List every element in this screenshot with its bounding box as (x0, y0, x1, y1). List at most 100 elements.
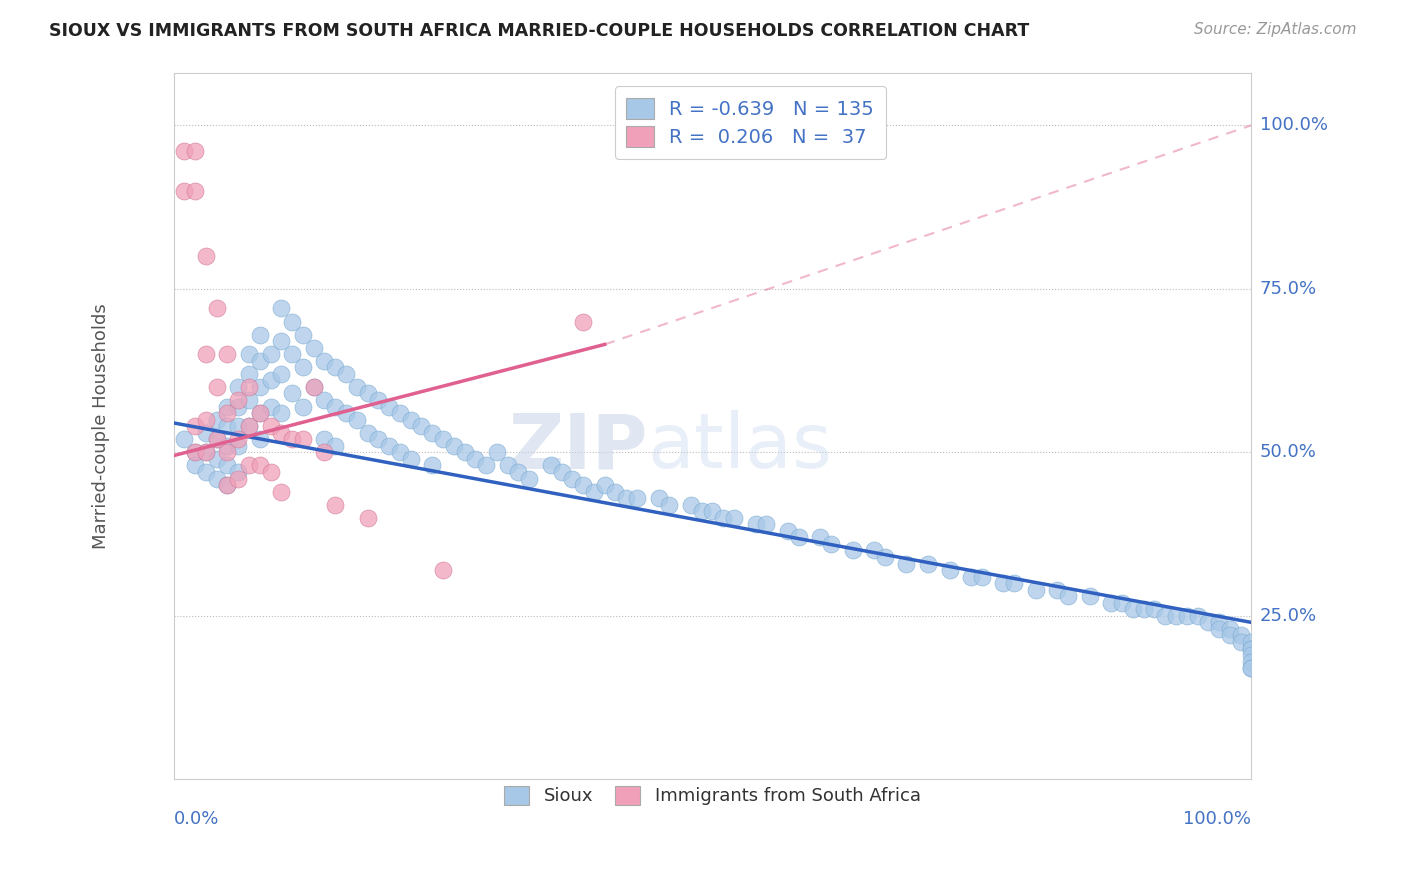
Point (194, 347, 217, 361)
Text: Married-couple Households: Married-couple Households (93, 303, 110, 549)
Point (378, 439, 401, 453)
Point (1002, 576, 1025, 591)
Point (238, 392, 260, 407)
Point (1208, 622, 1230, 636)
Point (1122, 602, 1144, 616)
Point (346, 412, 368, 426)
Point (808, 530, 831, 544)
Point (291, 432, 314, 446)
Point (1240, 655, 1263, 669)
Point (1240, 661, 1263, 675)
Point (1219, 628, 1241, 642)
Point (1164, 608, 1187, 623)
Point (238, 458, 260, 473)
Point (217, 445, 239, 459)
Text: 25.0%: 25.0% (1260, 607, 1317, 625)
Point (378, 400, 401, 414)
Point (820, 537, 842, 551)
Point (249, 406, 271, 420)
Point (259, 373, 281, 387)
Point (217, 458, 239, 473)
Point (217, 347, 239, 361)
Point (314, 445, 336, 459)
Point (550, 465, 572, 479)
Point (1046, 582, 1069, 597)
Point (226, 465, 249, 479)
Point (464, 451, 486, 466)
Point (1078, 589, 1101, 603)
Point (238, 419, 260, 434)
Point (238, 380, 260, 394)
Point (679, 498, 702, 512)
Point (238, 367, 260, 381)
Point (173, 145, 195, 159)
Text: 100.0%: 100.0% (1260, 116, 1327, 135)
Point (1154, 608, 1177, 623)
Point (776, 524, 799, 538)
Point (238, 419, 260, 434)
Point (723, 510, 745, 524)
Point (1219, 622, 1241, 636)
Point (1229, 635, 1251, 649)
Point (226, 471, 249, 485)
Point (270, 367, 292, 381)
Point (1057, 589, 1080, 603)
Point (496, 458, 519, 473)
Point (217, 478, 239, 492)
Point (184, 419, 207, 434)
Point (453, 445, 475, 459)
Point (960, 569, 983, 583)
Point (356, 386, 378, 401)
Point (1240, 641, 1263, 656)
Point (226, 380, 249, 394)
Point (1099, 596, 1122, 610)
Text: atlas: atlas (648, 410, 832, 484)
Legend: Sioux, Immigrants from South Africa: Sioux, Immigrants from South Africa (494, 775, 932, 816)
Point (184, 184, 207, 198)
Point (291, 360, 314, 375)
Text: SIOUX VS IMMIGRANTS FROM SOUTH AFRICA MARRIED-COUPLE HOUSEHOLDS CORRELATION CHAR: SIOUX VS IMMIGRANTS FROM SOUTH AFRICA MA… (49, 22, 1029, 40)
Point (755, 517, 778, 532)
Point (475, 458, 498, 473)
Text: 75.0%: 75.0% (1260, 280, 1317, 298)
Point (302, 380, 325, 394)
Point (1240, 641, 1263, 656)
Point (281, 432, 304, 446)
Point (205, 380, 228, 394)
Point (270, 425, 292, 440)
Point (388, 445, 411, 459)
Point (702, 504, 724, 518)
Point (1240, 661, 1263, 675)
Point (432, 432, 454, 446)
Point (485, 445, 508, 459)
Point (205, 432, 228, 446)
Point (938, 563, 960, 577)
Point (335, 367, 357, 381)
Point (270, 334, 292, 348)
Point (270, 484, 292, 499)
Point (517, 471, 540, 485)
Point (194, 249, 217, 263)
Point (572, 314, 595, 328)
Point (1187, 608, 1209, 623)
Point (323, 360, 346, 375)
Point (711, 510, 734, 524)
Point (388, 406, 411, 420)
Point (314, 392, 336, 407)
Point (1240, 635, 1263, 649)
Point (184, 445, 207, 459)
Text: Source: ZipAtlas.com: Source: ZipAtlas.com (1194, 22, 1357, 37)
Point (863, 543, 886, 558)
Point (217, 478, 239, 492)
Point (217, 400, 239, 414)
Point (356, 510, 378, 524)
Point (582, 484, 605, 499)
Point (249, 432, 271, 446)
Point (1111, 596, 1133, 610)
Point (540, 458, 562, 473)
Point (593, 478, 616, 492)
Point (184, 458, 207, 473)
Point (281, 314, 304, 328)
Point (432, 563, 454, 577)
Point (508, 465, 530, 479)
